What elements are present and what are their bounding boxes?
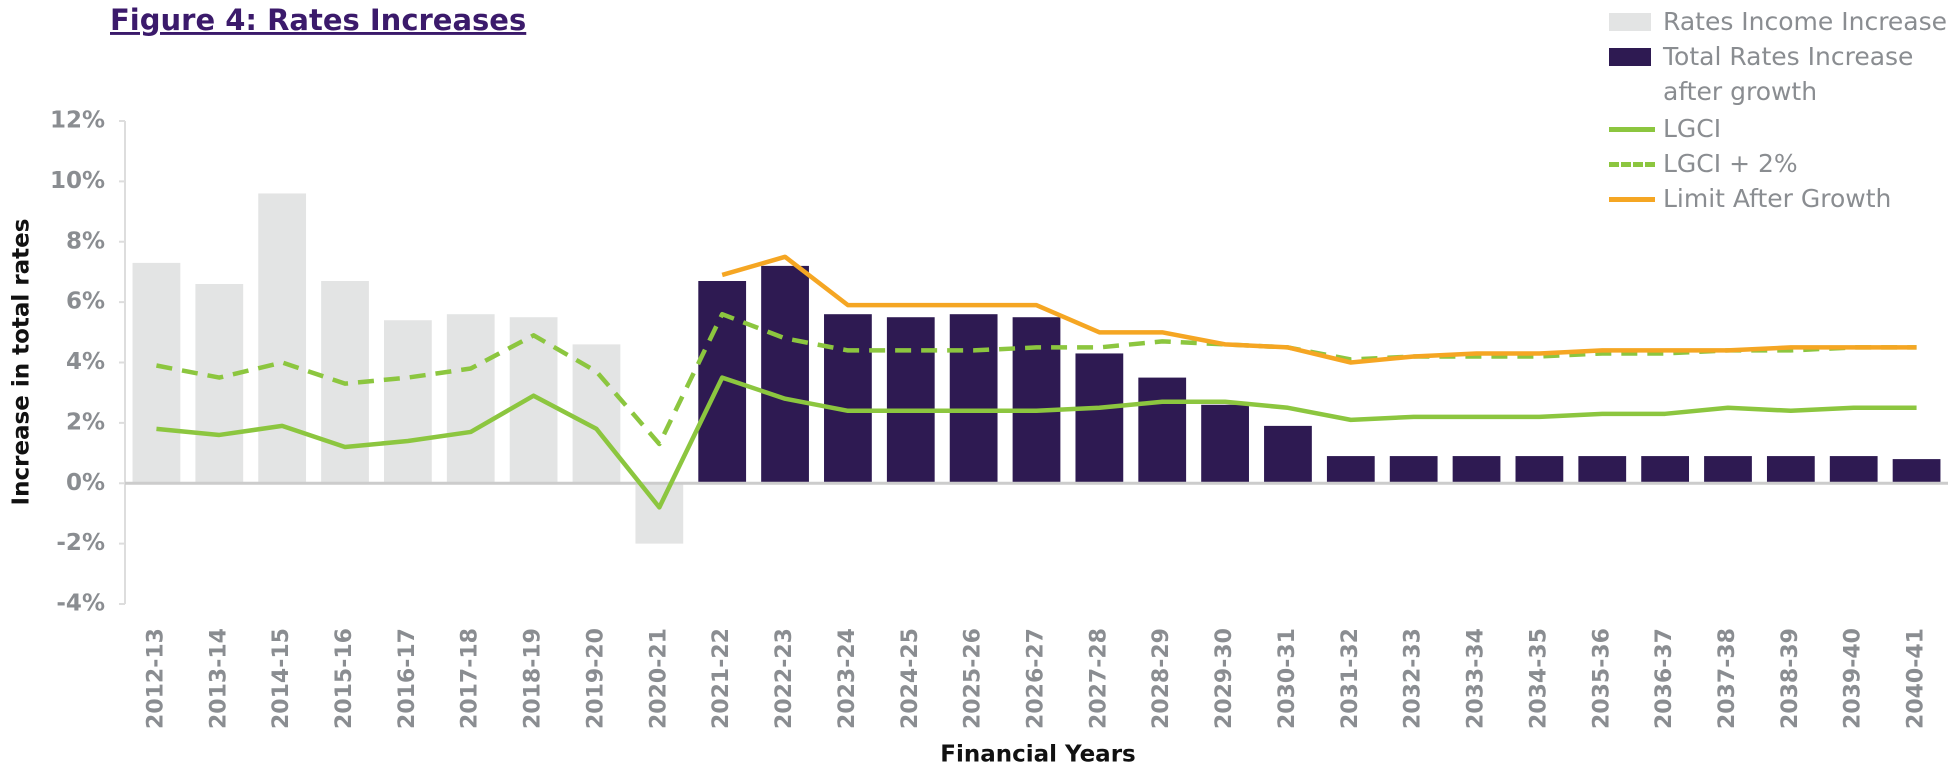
line	[156, 311, 1917, 447]
bar	[1326, 456, 1375, 484]
bar	[635, 483, 684, 544]
legend-label: LGCI + 2%	[1663, 149, 1798, 178]
y-tick-label: 0%	[66, 470, 105, 496]
bar	[1452, 456, 1501, 484]
x-tick-label: 2013-14	[206, 628, 231, 729]
x-tick-label: 2029-30	[1212, 628, 1237, 729]
x-tick-label: 2017-18	[458, 628, 483, 729]
bar	[1138, 377, 1187, 484]
bar	[886, 317, 935, 484]
x-tick-label: 2024-25	[898, 628, 923, 729]
legend-item: Limit After Growth	[1605, 181, 1955, 216]
y-tick-label: 10%	[50, 168, 105, 194]
legend-item: Total Rates Increase after growth	[1605, 39, 1955, 109]
bar	[1829, 456, 1878, 484]
bar	[1389, 456, 1438, 484]
bar	[1766, 456, 1815, 484]
bar	[949, 314, 998, 484]
x-tick-label: 2037-38	[1715, 628, 1740, 729]
y-tick-label: 8%	[66, 228, 105, 254]
bar	[1012, 317, 1061, 484]
bar	[1075, 353, 1124, 484]
x-tick-label: 2038-39	[1778, 628, 1803, 729]
x-tick-label: 2039-40	[1841, 628, 1866, 729]
legend-label: Limit After Growth	[1663, 184, 1892, 213]
x-tick-label: 2031-32	[1338, 628, 1363, 729]
bar	[824, 314, 872, 484]
legend-label: Total Rates Increase after growth	[1663, 42, 1914, 106]
bar	[1264, 425, 1312, 484]
line	[156, 375, 1917, 510]
x-tick-label: 2022-23	[772, 628, 797, 729]
bar	[195, 284, 244, 484]
bar	[1201, 404, 1249, 484]
x-tick-label: 2032-33	[1401, 628, 1426, 729]
legend-item: LGCI	[1605, 111, 1955, 146]
x-tick-label: 2033-34	[1464, 628, 1489, 729]
x-tick-label: 2027-28	[1086, 628, 1111, 729]
x-tick-label: 2026-27	[1024, 628, 1049, 729]
bar	[1704, 456, 1752, 484]
x-tick-label: 2040-41	[1904, 628, 1929, 729]
x-axis-title: Financial Years	[940, 742, 1136, 768]
legend-item: LGCI + 2%	[1605, 146, 1955, 181]
legend-label: Rates Income Increase	[1663, 7, 1948, 36]
bar	[258, 193, 307, 484]
x-tick-label: 2015-16	[332, 628, 357, 729]
x-tick-label: 2012-13	[143, 628, 168, 729]
x-tick-label: 2020-21	[646, 628, 671, 729]
y-tick-label: 12%	[50, 108, 105, 134]
bar	[572, 344, 621, 484]
legend-swatch	[1609, 197, 1655, 202]
chart-title: Figure 4: Rates Increases	[110, 3, 526, 37]
x-tick-label: 2018-19	[521, 628, 546, 729]
bar	[383, 320, 432, 484]
line	[721, 254, 1917, 365]
y-tick-label: -4%	[56, 591, 105, 617]
y-tick-label: 4%	[66, 349, 105, 375]
y-tick-label: 6%	[66, 289, 105, 315]
x-tick-label: 2021-22	[709, 628, 734, 729]
x-tick-label: 2025-26	[961, 628, 986, 729]
x-tick-label: 2023-24	[835, 628, 860, 729]
y-axis-title: Increase in total rates	[9, 219, 35, 506]
x-tick-label: 2019-20	[583, 628, 608, 729]
legend: Rates Income Increase Total Rates Increas…	[1605, 4, 1955, 216]
bar	[132, 262, 181, 484]
x-tick-label: 2016-17	[395, 628, 420, 729]
bar	[1892, 459, 1941, 484]
legend-swatch	[1609, 13, 1651, 31]
y-tick-label: 2%	[66, 409, 105, 435]
x-tick-label: 2028-29	[1149, 628, 1174, 729]
bar	[1578, 456, 1627, 484]
bar	[446, 314, 495, 484]
legend-label: LGCI	[1663, 114, 1722, 143]
bar	[761, 265, 809, 484]
x-tick-label: 2030-31	[1275, 628, 1300, 729]
bar	[1515, 456, 1564, 484]
x-tick-label: 2036-37	[1652, 628, 1677, 729]
legend-swatch	[1609, 48, 1651, 66]
legend-item: Rates Income Increase	[1605, 4, 1955, 39]
y-tick-label: -2%	[56, 530, 105, 556]
bar	[1641, 456, 1690, 484]
x-tick-label: 2014-15	[269, 628, 294, 729]
x-tick-label: 2035-36	[1589, 628, 1614, 729]
legend-swatch	[1609, 162, 1655, 167]
legend-swatch	[1609, 127, 1655, 132]
x-tick-label: 2034-35	[1526, 628, 1551, 729]
